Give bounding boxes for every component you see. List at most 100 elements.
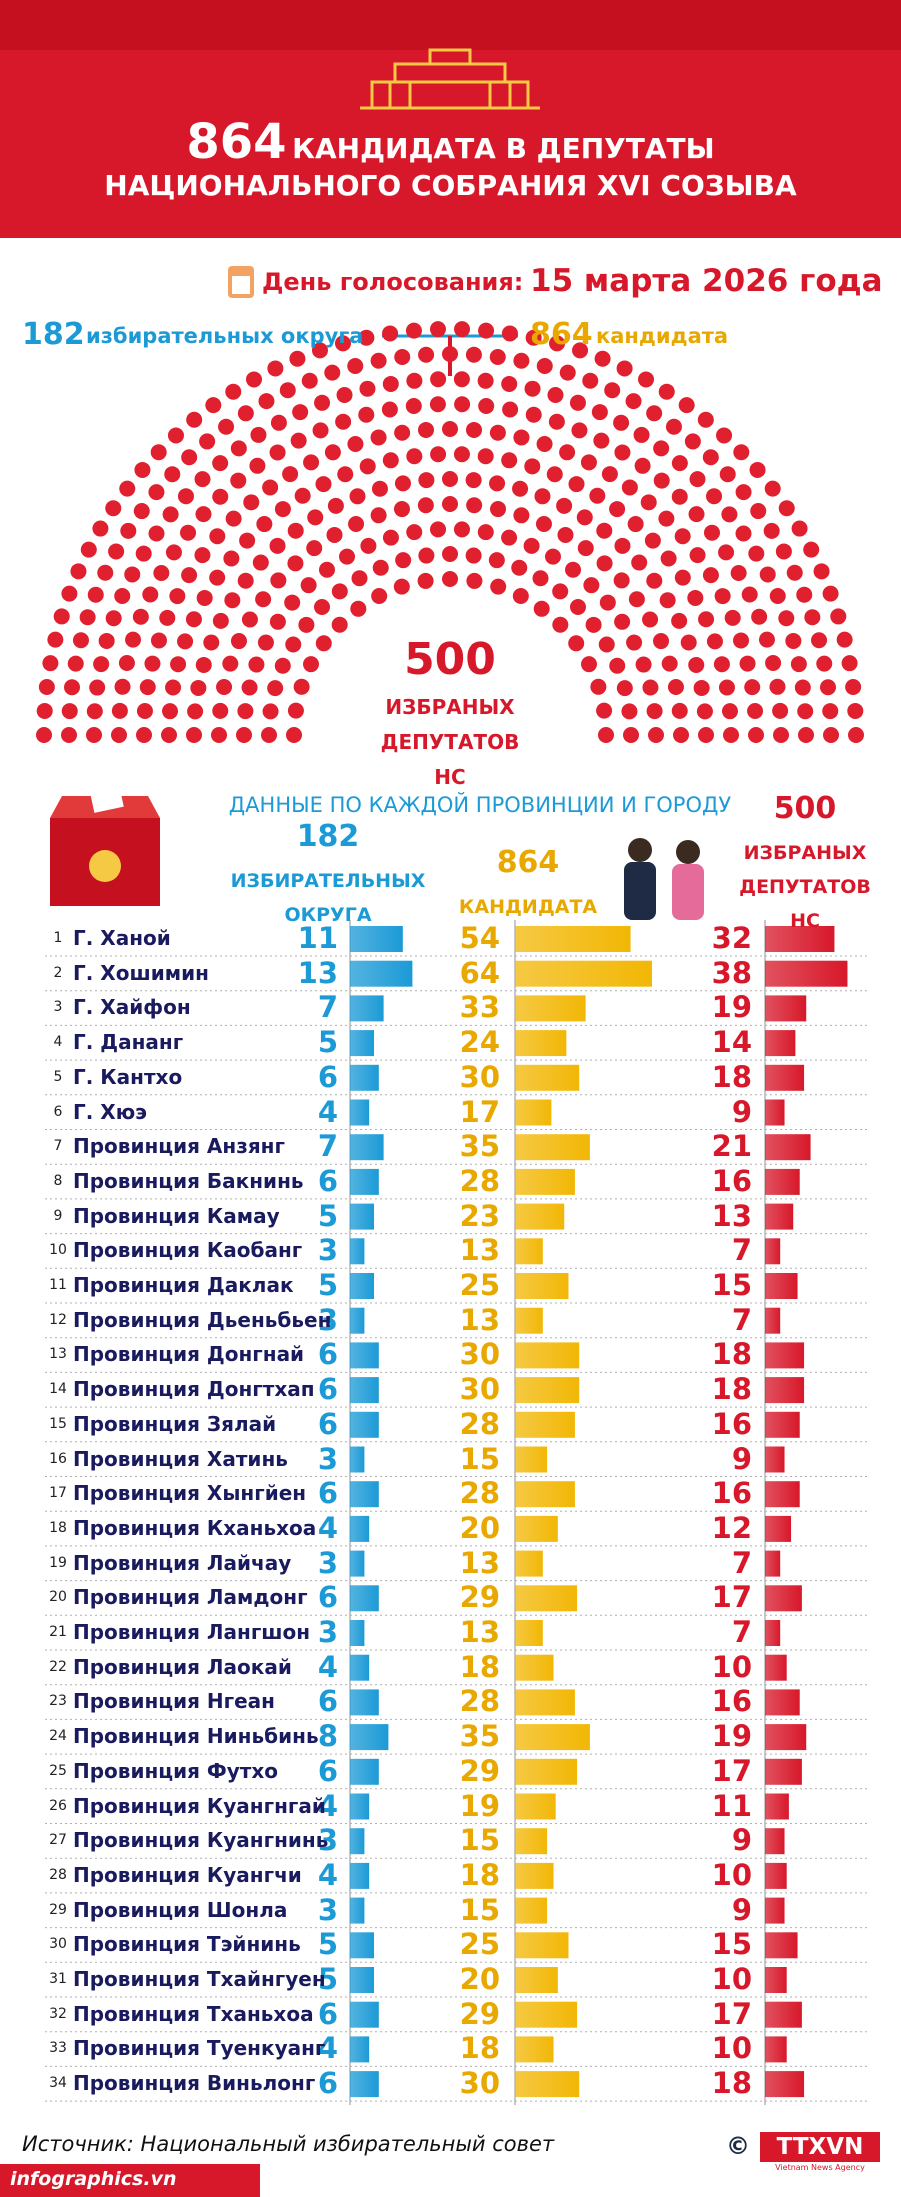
seat-dot [739, 655, 756, 672]
seat-dot [713, 656, 730, 673]
bar [765, 2036, 787, 2063]
column-name: ИЗБИРАТЕЛЬНЫХ ОКРУГА [230, 870, 426, 926]
category-label: Провинция Футхо [73, 1758, 279, 1783]
value-label: 14 [711, 1025, 752, 1060]
seat-dot [417, 421, 434, 438]
row-number: 25 [49, 1762, 67, 1779]
ballot-box [50, 787, 160, 906]
seat-dot [609, 501, 626, 518]
bar [515, 1758, 578, 1785]
row-number: 17 [49, 1485, 67, 1502]
seat-dot [628, 591, 645, 608]
seat-dot [150, 444, 167, 461]
row-number: 26 [49, 1797, 67, 1814]
seat-dot [80, 541, 97, 558]
seat-dot [293, 678, 310, 695]
seat-dot [105, 610, 122, 627]
seat-dot [546, 466, 563, 483]
bar [350, 1932, 374, 1959]
seat-dot [501, 325, 518, 342]
seat-dot [596, 522, 613, 539]
seat-dot [89, 679, 106, 696]
seat-dot [453, 521, 470, 538]
bar [515, 1411, 575, 1438]
seat-dot [513, 429, 530, 446]
value-label: 6 [317, 1753, 338, 1788]
seat-dot [547, 386, 564, 403]
seat-dot [769, 678, 786, 695]
category-label: Провинция Анзянг [73, 1134, 285, 1159]
seat-dot [478, 322, 495, 339]
seat-dot [267, 680, 284, 697]
bar [765, 1515, 792, 1542]
seat-dot [525, 406, 542, 423]
seat-dot [847, 702, 864, 719]
seat-dot [583, 577, 600, 594]
seat-dot [284, 594, 301, 611]
seat-dot [218, 418, 235, 435]
value-label: 4 [317, 1857, 338, 1892]
bar [515, 1446, 548, 1473]
seat-dot [255, 591, 272, 608]
value-label: 7 [317, 990, 338, 1025]
seat-dot [212, 612, 229, 629]
value-label: 7 [731, 1545, 752, 1580]
seat-dot [136, 727, 152, 743]
row-number: 31 [49, 1971, 67, 1987]
bar [765, 1064, 805, 1091]
seat-dot [348, 515, 365, 532]
seat-dot [803, 541, 820, 558]
seat-dot [153, 565, 170, 582]
bar [515, 1689, 575, 1716]
value-label: 13 [459, 1302, 500, 1337]
seat-dot [759, 566, 776, 583]
column-total: 864 [496, 845, 560, 880]
value-label: 13 [711, 1198, 752, 1233]
seat-dot [778, 500, 795, 517]
bar [515, 1932, 569, 1959]
bar [765, 1897, 785, 1924]
row-number: 5 [53, 1068, 63, 1085]
row-number: 22 [49, 1658, 67, 1675]
seat-dot [791, 520, 808, 537]
seat-dot [559, 444, 576, 461]
seat-dot [86, 703, 103, 720]
value-label: 16 [711, 1163, 752, 1198]
districts-count: 182 [22, 317, 85, 352]
value-label: 5 [317, 1268, 338, 1302]
bar [765, 1168, 800, 1195]
bar [765, 2071, 805, 2098]
seat-dot [626, 634, 643, 651]
seat-dot [347, 357, 364, 374]
value-label: 4 [317, 1649, 338, 1684]
seat-dot [565, 561, 582, 578]
row-number: 24 [49, 1728, 67, 1745]
value-label: 6 [317, 1996, 338, 2031]
title-line2: НАЦИОНАЛЬНОГО СОБРАНИЯ XVI СОЗЫВА [104, 169, 797, 202]
seat-dot [765, 655, 782, 672]
seat-dot [689, 547, 706, 564]
bar [350, 1099, 370, 1126]
seat-dot [697, 411, 714, 428]
seat-dot [294, 487, 311, 504]
bar [350, 2001, 379, 2028]
seat-dot [593, 432, 610, 449]
seat-dot [454, 321, 471, 338]
seat-dot [250, 426, 267, 443]
seat-dot [525, 329, 542, 346]
seat-dot [625, 393, 642, 410]
bar [350, 1377, 379, 1404]
seat-dot [465, 547, 482, 564]
row-number: 18 [49, 1519, 67, 1536]
seat-dot [465, 346, 482, 363]
row-number: 8 [53, 1172, 63, 1189]
seat-dot [478, 397, 495, 414]
seat-dot [841, 655, 858, 672]
seat-dot [674, 528, 691, 545]
value-label: 25 [459, 1268, 500, 1302]
seat-dot [393, 578, 410, 595]
seat-dot [223, 550, 240, 567]
seat-dot [118, 655, 135, 672]
bar [765, 1689, 800, 1716]
bar [765, 995, 807, 1022]
